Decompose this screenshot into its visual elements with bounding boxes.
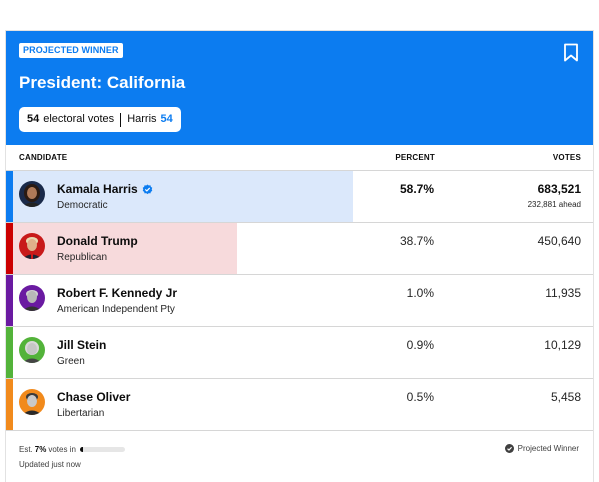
pill-divider: [120, 112, 122, 127]
chase-oliver-avatar: [19, 389, 45, 415]
candidate-row[interactable]: Jill Stein Green 0.9% 10,129: [6, 327, 593, 379]
candidate-name-text: Jill Stein: [57, 338, 107, 352]
check-circle-icon: [504, 444, 514, 453]
candidate-name-text: Chase Oliver: [57, 390, 131, 404]
donald-trump-avatar: [19, 233, 45, 259]
vote-margin-ahead: 232,881 ahead: [527, 200, 581, 209]
candidate-party: Republican: [57, 252, 108, 263]
vote-share-bar: [13, 171, 353, 222]
candidate-votes: 683,521: [537, 182, 581, 196]
candidate-name: Kamala Harris: [57, 182, 153, 196]
results-footer: Est. 7% votes in Updated just now Projec…: [6, 431, 593, 482]
column-header-percent: PERCENT: [395, 153, 435, 162]
party-color-stripe: [6, 275, 13, 326]
party-color-stripe: [6, 223, 13, 274]
party-color-stripe: [6, 171, 13, 222]
electoral-votes-count: 54: [27, 113, 40, 125]
electoral-votes-pill: 54 electoral votes Harris 54: [19, 107, 181, 132]
candidate-percent: 0.5%: [406, 390, 434, 404]
kamala-harris-avatar: [19, 181, 45, 207]
candidate-percent: 0.9%: [406, 338, 434, 352]
column-header-row: CANDIDATE PERCENT VOTES: [6, 145, 593, 171]
candidate-party: Libertarian: [57, 408, 105, 419]
candidate-percent: 58.7%: [399, 182, 434, 196]
candidate-votes: 10,129: [544, 338, 581, 352]
candidate-percent: 1.0%: [406, 286, 434, 300]
candidate-party: American Independent Pty: [57, 304, 175, 315]
column-header-votes: VOTES: [552, 153, 581, 162]
vote-share-bar: [13, 223, 237, 274]
est-suffix: votes in: [48, 445, 76, 454]
projected-winner-legend-label: Projected Winner: [517, 444, 579, 453]
candidate-name-text: Kamala Harris: [57, 182, 138, 196]
verified-winner-icon: [142, 183, 152, 194]
candidate-party: Green: [57, 356, 85, 367]
race-results-card: PROJECTED WINNER President: California 5…: [5, 30, 594, 482]
party-color-stripe: [6, 379, 13, 430]
party-color-stripe: [6, 327, 13, 378]
candidate-name-text: Donald Trump: [57, 234, 138, 248]
leader-name: Harris: [127, 113, 157, 125]
projected-winner-badge: PROJECTED WINNER: [19, 43, 123, 58]
rfk-jr-avatar: [19, 285, 45, 311]
jill-stein-avatar: [19, 337, 45, 363]
candidate-votes: 11,935: [545, 286, 581, 300]
estimated-votes-in: Est. 7% votes in: [19, 445, 125, 454]
votes-in-progress-bar: [79, 447, 125, 452]
candidate-row[interactable]: Robert F. Kennedy Jr American Independent…: [6, 275, 593, 327]
progress-fill: [79, 447, 83, 452]
candidate-name: Donald Trump: [57, 234, 138, 248]
leader-electoral-votes: 54: [160, 113, 173, 125]
candidate-row[interactable]: Chase Oliver Libertarian 0.5% 5,458: [6, 379, 593, 431]
est-prefix: Est.: [19, 445, 33, 454]
candidate-name-text: Robert F. Kennedy Jr: [57, 286, 178, 300]
est-percent: 7%: [34, 445, 47, 454]
projected-winner-legend: Projected Winner: [504, 444, 579, 453]
candidate-name: Chase Oliver: [57, 390, 130, 404]
candidate-party: Democratic: [57, 200, 108, 211]
candidate-percent: 38.7%: [399, 234, 434, 248]
candidate-votes: 450,640: [537, 234, 581, 248]
race-title: President: California: [19, 73, 186, 92]
updated-timestamp: Updated just now: [19, 460, 81, 469]
electoral-votes-label: electoral votes: [43, 113, 115, 125]
candidate-name: Jill Stein: [57, 338, 106, 352]
candidate-row[interactable]: Donald Trump Republican 38.7% 450,640: [6, 223, 593, 275]
candidate-votes: 5,458: [550, 390, 581, 404]
candidate-name: Robert F. Kennedy Jr: [57, 286, 177, 300]
column-header-candidate: CANDIDATE: [19, 153, 68, 162]
race-header: PROJECTED WINNER President: California 5…: [6, 31, 593, 145]
candidate-row[interactable]: Kamala Harris Democratic 58.7% 683,521 232,8…: [6, 171, 593, 223]
bookmark-icon[interactable]: [563, 43, 579, 62]
